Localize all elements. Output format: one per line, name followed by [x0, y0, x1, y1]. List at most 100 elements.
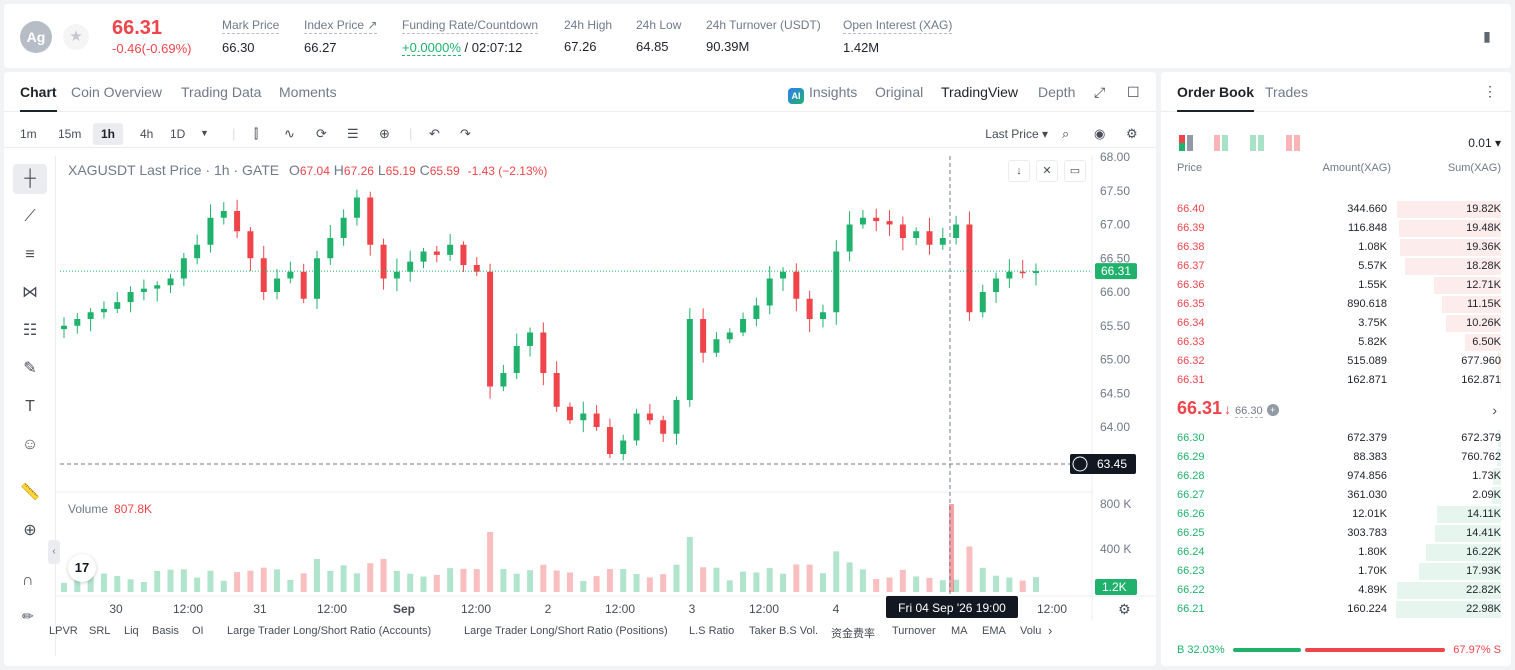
- expand-icon[interactable]: ⤢: [1094, 84, 1106, 100]
- compare-icon[interactable]: ⟳: [316, 126, 327, 141]
- tab-tradingview[interactable]: TradingView: [941, 84, 1019, 100]
- scroll-down-icon[interactable]: ↓: [1008, 160, 1030, 182]
- crosshair-icon[interactable]: ┼: [13, 164, 47, 194]
- ask-row[interactable]: 66.36 1.55K 12.71K: [1161, 276, 1511, 295]
- bid-row[interactable]: 66.22 4.89K 22.82K: [1161, 581, 1511, 600]
- bid-row[interactable]: 66.24 1.80K 16.22K: [1161, 543, 1511, 562]
- camera-icon[interactable]: ◉: [1094, 126, 1106, 141]
- volume-bar: [327, 570, 334, 592]
- tab-original[interactable]: Original: [875, 84, 924, 100]
- emoji-icon[interactable]: ☺: [21, 436, 39, 453]
- ask-row[interactable]: 66.38 1.08K 19.36K: [1161, 238, 1511, 257]
- indicator-volume[interactable]: Volu: [1020, 625, 1042, 637]
- tab-depth[interactable]: Depth: [1038, 84, 1076, 100]
- tab-moments[interactable]: Moments: [279, 84, 337, 100]
- interval-1d[interactable]: 1D: [170, 127, 186, 141]
- layout-both-icon[interactable]: [1179, 135, 1195, 151]
- add-indicator-icon[interactable]: ⊕: [379, 126, 390, 141]
- trendline-icon[interactable]: ⟋: [24, 208, 36, 225]
- search-icon[interactable]: ⌕: [1062, 126, 1070, 141]
- layout-asks-icon[interactable]: [1214, 135, 1230, 151]
- ask-row[interactable]: 66.32 515.089 677.960: [1161, 352, 1511, 371]
- tab-coin-overview[interactable]: Coin Overview: [71, 84, 163, 100]
- more-icon[interactable]: ⋮: [1483, 83, 1497, 99]
- magnet-icon[interactable]: ∩: [22, 572, 34, 589]
- indicator-turnover[interactable]: Turnover: [892, 625, 936, 637]
- ask-row[interactable]: 66.33 5.82K 6.50K: [1161, 333, 1511, 352]
- bid-row[interactable]: 66.30 672.379 672.379: [1161, 429, 1511, 448]
- indicator-oi[interactable]: OI: [192, 625, 204, 637]
- tab-insights[interactable]: AI Insights: [788, 84, 857, 104]
- candle-body: [780, 271, 787, 279]
- indicators-icon[interactable]: ∿: [284, 126, 295, 141]
- undo-icon[interactable]: ↶: [429, 126, 440, 141]
- stat-funding-rate[interactable]: Funding Rate/Countdown +0.0000% / 02:07:…: [402, 18, 539, 56]
- interval-15m[interactable]: 15m: [58, 127, 82, 141]
- ask-row[interactable]: 66.37 5.57K 18.28K: [1161, 257, 1511, 276]
- price-source-select[interactable]: Last Price ▾: [985, 127, 1048, 141]
- indicator-liq[interactable]: Liq: [124, 625, 139, 637]
- ask-row[interactable]: 66.35 890.618 11.15K: [1161, 295, 1511, 314]
- stat-index-price[interactable]: Index Price ↗ 66.27: [304, 18, 378, 55]
- coin-avatar[interactable]: Ag: [20, 21, 52, 53]
- stat-open-interest[interactable]: Open Interest (XAG) 1.42M: [843, 18, 953, 55]
- ask-row[interactable]: 66.39 116.848 19.48K: [1161, 219, 1511, 238]
- precision-select[interactable]: 0.01 ▾: [1468, 136, 1501, 150]
- text-icon[interactable]: T: [25, 398, 35, 415]
- favorite-star-icon[interactable]: ★: [63, 24, 89, 50]
- indicator-ma[interactable]: MA: [951, 625, 968, 637]
- bid-row[interactable]: 66.26 12.01K 14.11K: [1161, 505, 1511, 524]
- tab-chart[interactable]: Chart: [20, 84, 57, 112]
- bid-row[interactable]: 66.25 303.783 14.41K: [1161, 524, 1511, 543]
- horizontal-lines-icon[interactable]: ≡: [25, 246, 35, 263]
- chart-canvas[interactable]: 68.00 67.50 67.00 66.50 66.00 65.50 65.00 64.50…: [4, 72, 1156, 666]
- ask-row[interactable]: 66.34 3.75K 10.26K: [1161, 314, 1511, 333]
- book-icon[interactable]: ▮: [1483, 28, 1491, 44]
- bid-row[interactable]: 66.28 974.856 1.73K: [1161, 467, 1511, 486]
- tab-order-book[interactable]: Order Book: [1177, 84, 1255, 112]
- ruler-icon[interactable]: 📏: [20, 484, 40, 501]
- interval-1m[interactable]: 1m: [20, 127, 37, 141]
- fib-icon[interactable]: ☷: [22, 322, 38, 339]
- collapse-toolbar-button[interactable]: ‹: [48, 540, 60, 564]
- gear-icon[interactable]: ⚙: [1126, 126, 1138, 141]
- fullscreen-icon[interactable]: ▭: [1064, 160, 1086, 182]
- indicator-taker-vol[interactable]: Taker B.S Vol.: [749, 625, 819, 637]
- interval-1h[interactable]: 1h: [93, 123, 124, 145]
- bid-row[interactable]: 66.23 1.70K 17.93K: [1161, 562, 1511, 581]
- indicator-funding-rate[interactable]: 资金费率: [831, 628, 875, 640]
- indicator-ema[interactable]: EMA: [982, 625, 1006, 637]
- list-icon[interactable]: ☰: [347, 126, 359, 141]
- tab-trading-data[interactable]: Trading Data: [181, 84, 262, 100]
- interval-4h[interactable]: 4h: [140, 127, 154, 141]
- layout-depth-icon[interactable]: [1286, 135, 1302, 151]
- indicator-ls-accounts[interactable]: Large Trader Long/Short Ratio (Accounts): [227, 625, 432, 637]
- ask-row[interactable]: 66.40 344.660 19.82K: [1161, 200, 1511, 219]
- chevron-right-icon[interactable]: ›: [1492, 402, 1497, 418]
- collapse-icon[interactable]: ✕: [1036, 160, 1058, 182]
- zoom-in-icon[interactable]: ⊕: [23, 522, 37, 539]
- pencil-icon[interactable]: ✏: [22, 608, 34, 624]
- more-indicators-icon[interactable]: ›: [1048, 623, 1053, 638]
- candle-type-icon[interactable]: ⫿: [254, 126, 259, 141]
- indicator-srl[interactable]: SRL: [89, 625, 111, 637]
- indicator-basis[interactable]: Basis: [152, 625, 179, 637]
- stat-mark-price[interactable]: Mark Price 66.30: [222, 18, 280, 55]
- bid-row[interactable]: 66.29 88.383 760.762: [1161, 448, 1511, 467]
- indicator-ls-ratio[interactable]: L.S Ratio: [689, 625, 735, 637]
- indicator-ls-positions[interactable]: Large Trader Long/Short Ratio (Positions…: [464, 625, 668, 637]
- window-icon[interactable]: ☐: [1127, 84, 1140, 100]
- info-icon[interactable]: +: [1266, 404, 1279, 416]
- bid-row[interactable]: 66.27 361.030 2.09K: [1161, 486, 1511, 505]
- brush-icon[interactable]: ✎: [23, 360, 37, 377]
- orderbook-mid-price[interactable]: 66.31 ↓ 66.30 +: [1177, 398, 1279, 419]
- pattern-icon[interactable]: ⋈: [22, 284, 38, 301]
- layout-bids-icon[interactable]: [1250, 135, 1266, 151]
- indicator-lpvr[interactable]: LPVR: [49, 625, 78, 637]
- redo-icon[interactable]: ↷: [460, 126, 471, 141]
- ask-row[interactable]: 66.31 162.871 162.871: [1161, 371, 1511, 390]
- tab-trades[interactable]: Trades: [1265, 84, 1309, 100]
- interval-dropdown-icon[interactable]: ▼: [200, 128, 209, 138]
- bid-row[interactable]: 66.21 160.224 22.98K: [1161, 600, 1511, 619]
- tradingview-logo[interactable]: 17: [68, 554, 96, 582]
